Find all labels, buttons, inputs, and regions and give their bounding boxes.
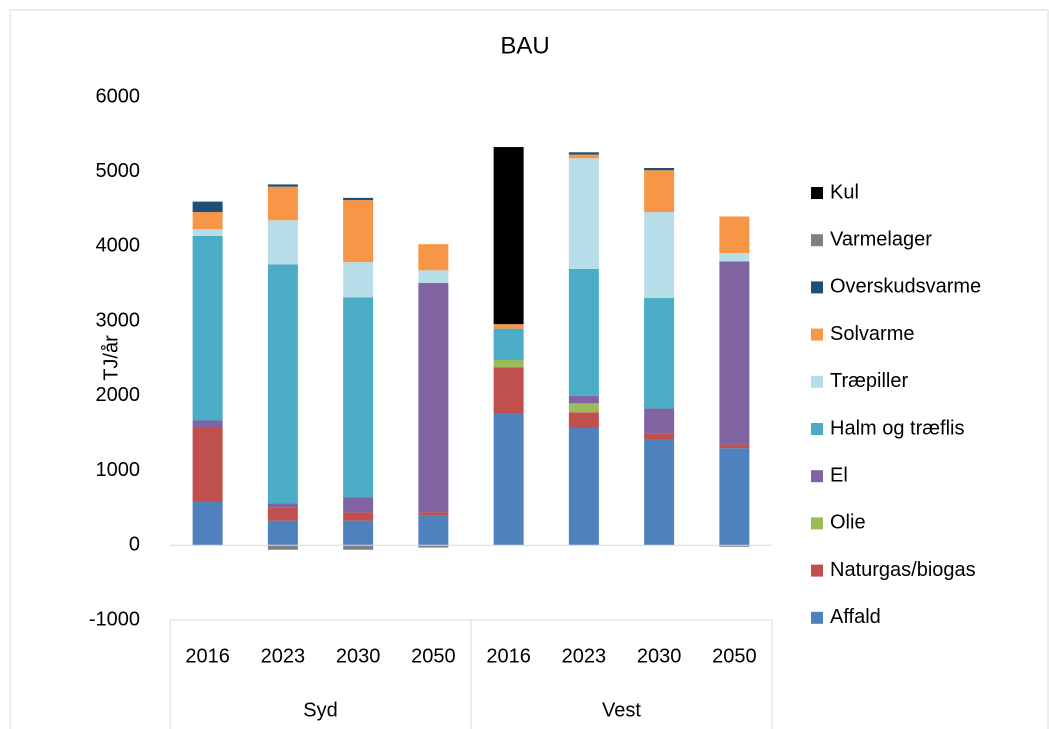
bar-segment <box>568 403 599 413</box>
bar-segment <box>343 520 374 546</box>
bar-segment <box>493 413 524 546</box>
bar-segment <box>418 515 449 546</box>
bar-segment <box>568 395 599 404</box>
bar-segment <box>719 261 750 445</box>
bar-segment <box>343 497 374 513</box>
y-tick-label: 2000 <box>96 384 141 406</box>
y-axis-label: TJ/år <box>100 335 122 381</box>
bar-segment <box>192 212 223 230</box>
chart-title: BAU <box>500 32 549 59</box>
bar-segment <box>644 297 675 409</box>
x-tick-label: 2023 <box>261 645 306 667</box>
legend-swatch <box>811 328 823 341</box>
legend-label: Kul <box>830 181 859 203</box>
y-tick-label: -1000 <box>89 608 140 630</box>
bar-segment <box>644 212 675 298</box>
legend-swatch <box>811 517 823 530</box>
x-tick-label: 2023 <box>562 645 607 667</box>
bar-segment <box>267 503 298 508</box>
y-tick-label: 3000 <box>96 309 141 331</box>
legend-label: Affald <box>830 606 881 628</box>
bar-segment <box>267 186 298 221</box>
legend-swatch <box>811 234 823 247</box>
legend-label: Halm og træflis <box>830 417 964 439</box>
bar-segment <box>568 152 599 155</box>
y-tick-label: 4000 <box>96 235 141 257</box>
bar-segment <box>719 253 750 262</box>
x-tick-label: 2050 <box>712 645 757 667</box>
bar-segment <box>343 545 374 550</box>
bar-segment <box>644 167 675 171</box>
bar-segment <box>343 200 374 263</box>
bar-segment <box>493 324 524 329</box>
bar-segment <box>493 367 524 414</box>
bar-segment <box>568 412 599 428</box>
legend-label: Træpiller <box>830 370 908 392</box>
legend-label: Varmelager <box>830 228 932 250</box>
legend-label: El <box>830 464 848 486</box>
bar-segment <box>719 216 750 254</box>
legend-swatch <box>811 187 823 199</box>
chart-border <box>9 9 1049 729</box>
bar-segment <box>568 158 599 269</box>
y-tick-label: 1000 <box>96 459 141 481</box>
bar-segment <box>644 433 675 440</box>
legend-label: Overskudsvarme <box>830 276 981 298</box>
x-tick-label: 2050 <box>411 645 456 667</box>
bar-segment <box>192 201 223 213</box>
legend-swatch <box>811 375 823 388</box>
bar-segment <box>418 545 449 548</box>
bar-segment <box>343 297 374 498</box>
legend-swatch <box>811 281 823 294</box>
legend-swatch <box>811 564 823 577</box>
bar-segment <box>343 262 374 298</box>
bar-segment <box>493 147 524 325</box>
y-tick-label: 5000 <box>96 160 141 182</box>
bar-segment <box>192 235 223 421</box>
bar-segment <box>719 448 750 546</box>
bar-segment <box>493 328 524 360</box>
legend-label: Solvarme <box>830 323 914 345</box>
bar-segment <box>192 229 223 236</box>
legend-swatch <box>811 611 823 624</box>
bar-segment <box>418 270 449 284</box>
bar-segment <box>719 545 750 547</box>
bar-segment <box>192 427 223 502</box>
bar-segment <box>568 154 599 159</box>
legend-swatch <box>811 470 823 483</box>
group-label: Syd <box>303 699 337 721</box>
bar-segment <box>267 545 298 550</box>
y-tick-label: 6000 <box>96 85 141 107</box>
bar-segment <box>644 408 675 434</box>
bar-segment <box>418 512 449 516</box>
bar-segment <box>267 264 298 504</box>
bar-segment <box>568 268 599 396</box>
bar-segment <box>267 520 298 546</box>
bar-segment <box>418 283 449 513</box>
bar-segment <box>192 501 223 546</box>
bar-segment <box>719 444 750 449</box>
bar-segment <box>267 184 298 187</box>
bar-segment <box>267 507 298 521</box>
bar-segment <box>343 197 374 201</box>
bar-segment <box>644 170 675 213</box>
y-tick-label: 0 <box>129 534 140 556</box>
x-tick-label: 2030 <box>637 645 682 667</box>
bar-segment <box>192 420 223 428</box>
group-label: Vest <box>602 699 641 721</box>
bar-segment <box>493 359 524 368</box>
x-tick-label: 2016 <box>185 645 230 667</box>
x-tick-label: 2030 <box>336 645 381 667</box>
legend-label: Olie <box>830 512 866 534</box>
bar-segment <box>267 220 298 265</box>
legend-label: Naturgas/biogas <box>830 559 976 581</box>
bar-segment <box>644 439 675 546</box>
bar-segment <box>418 244 449 271</box>
bar-segment <box>568 427 599 546</box>
legend-swatch <box>811 423 823 435</box>
bar-segment <box>343 512 374 521</box>
x-tick-label: 2016 <box>486 645 531 667</box>
